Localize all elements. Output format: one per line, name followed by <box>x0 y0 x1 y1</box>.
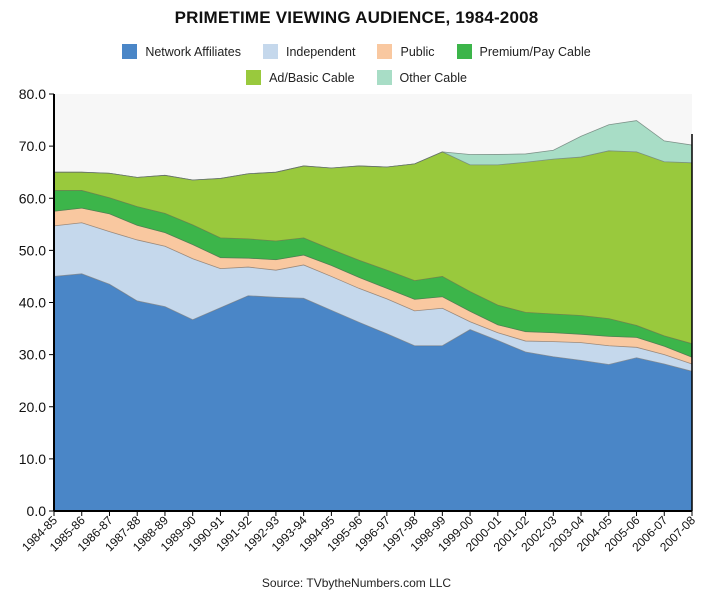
series-top-line <box>53 222 693 365</box>
legend: Network Affiliates Independent Public Premi… <box>0 44 713 59</box>
legend-swatch <box>246 70 262 85</box>
legend-label: Premium/Pay Cable <box>479 44 591 59</box>
series-top-line <box>54 120 693 181</box>
legend-item: Network Affiliates <box>122 44 241 59</box>
y-tick-label: 60.0 <box>19 190 46 206</box>
y-tick-label: 30.0 <box>19 347 46 363</box>
legend-swatch <box>122 44 138 59</box>
legend-item: Other Cable <box>376 70 467 85</box>
legend-item: Ad/Basic Cable <box>246 70 355 85</box>
legend-swatch <box>376 70 392 85</box>
source-note: Source: TVbytheNumbers.com LLC <box>261 576 452 590</box>
legend-row-2: Ad/Basic Cable Other Cable <box>0 70 713 85</box>
legend-item: Premium/Pay Cable <box>456 44 591 59</box>
legend-label: Network Affiliates <box>145 44 241 59</box>
legend-swatch <box>262 44 278 59</box>
series-top-line <box>54 190 693 345</box>
y-axis-ticks: 0.0 10.0 20.0 30.0 40.0 50.0 60.0 70.0 80.0 <box>19 86 54 519</box>
y-tick-label: 70.0 <box>19 138 46 154</box>
series-boundaries <box>53 120 693 372</box>
y-tick-label: 80.0 <box>19 86 46 102</box>
legend-item: Independent <box>262 44 356 59</box>
y-tick-label: 0.0 <box>27 503 47 519</box>
series-top-line <box>53 207 693 358</box>
legend-label: Other Cable <box>399 70 467 85</box>
legend-swatch <box>377 44 393 59</box>
y-tick-label: 10.0 <box>19 451 46 467</box>
legend-swatch <box>456 44 472 59</box>
y-tick-label: 20.0 <box>19 399 46 415</box>
legend-item: Public <box>377 44 435 59</box>
legend-label: Ad/Basic Cable <box>269 70 355 85</box>
y-tick-label: 50.0 <box>19 242 46 258</box>
chart-title: PRIMETIME VIEWING AUDIENCE, 1984-2008 <box>174 8 539 27</box>
x-axis-ticks: 1984-851985-861986-871987-881988-891989-… <box>19 511 698 554</box>
y-tick-label: 40.0 <box>19 295 46 311</box>
legend-label: Independent <box>285 44 356 59</box>
area-layers <box>53 120 693 512</box>
legend-label: Public <box>400 44 435 59</box>
series-top-line <box>53 273 693 372</box>
